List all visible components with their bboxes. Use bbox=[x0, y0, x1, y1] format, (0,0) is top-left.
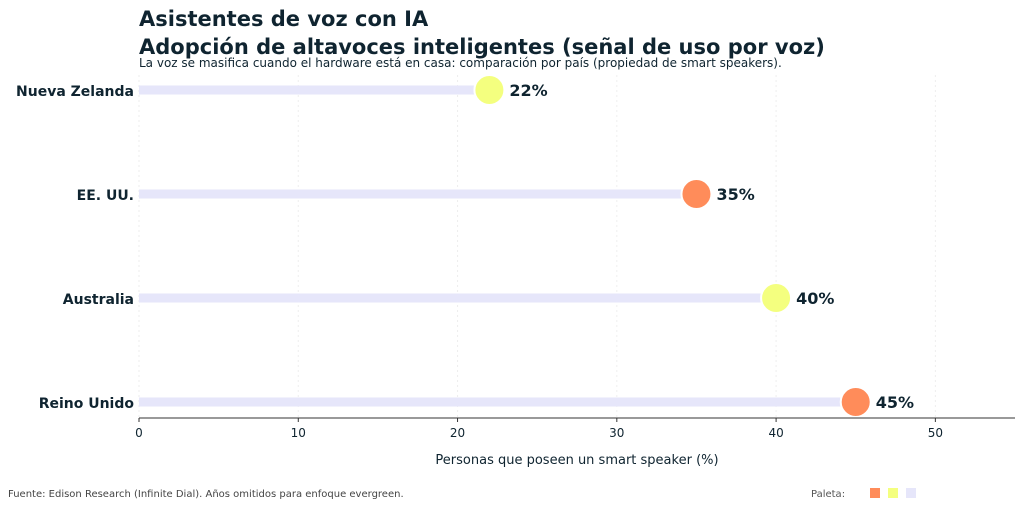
x-tick-label: 40 bbox=[768, 426, 783, 440]
lollipop-point bbox=[680, 178, 713, 210]
category-label: Nueva Zelanda bbox=[16, 84, 134, 100]
palette-swatch bbox=[888, 488, 898, 498]
lollipop-point bbox=[760, 282, 793, 314]
x-tick-label: 50 bbox=[928, 426, 943, 440]
data-label: 45% bbox=[876, 393, 914, 412]
palette-label: Paleta: bbox=[811, 489, 845, 500]
category-label: Australia bbox=[63, 292, 134, 308]
x-tick-label: 0 bbox=[135, 426, 143, 440]
category-label: Reino Unido bbox=[39, 396, 135, 412]
data-label: 40% bbox=[796, 289, 834, 308]
chart-title: Asistentes de voz con IA bbox=[139, 7, 429, 31]
x-tick-label: 10 bbox=[291, 426, 306, 440]
chart-subtitle: La voz se masifica cuando el hardware es… bbox=[139, 56, 782, 70]
x-tick-label: 30 bbox=[609, 426, 624, 440]
data-label: 35% bbox=[716, 185, 754, 204]
x-axis-label: Personas que poseen un smart speaker (%) bbox=[435, 453, 718, 468]
lollipop-point bbox=[473, 74, 506, 106]
chart-subtitle-main: Adopción de altavoces inteligentes (seña… bbox=[139, 35, 825, 59]
palette-swatch bbox=[906, 488, 916, 498]
palette-swatch bbox=[870, 488, 880, 498]
lollipop-point bbox=[839, 386, 872, 418]
data-label: 22% bbox=[509, 81, 547, 100]
source-note: Fuente: Edison Research (Infinite Dial).… bbox=[8, 489, 404, 500]
category-label: EE. UU. bbox=[77, 188, 134, 204]
x-tick-label: 20 bbox=[450, 426, 465, 440]
